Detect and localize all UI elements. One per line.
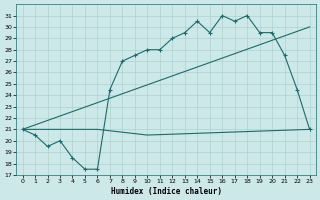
X-axis label: Humidex (Indice chaleur): Humidex (Indice chaleur)	[111, 187, 221, 196]
